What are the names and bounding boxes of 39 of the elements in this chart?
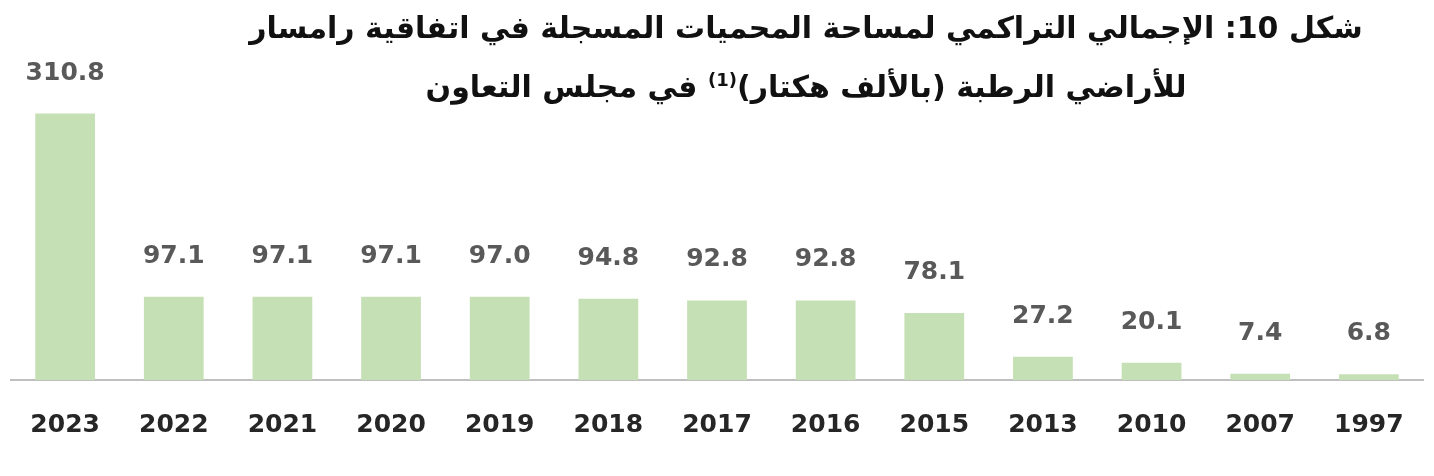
bar xyxy=(578,298,639,380)
bar xyxy=(1013,356,1073,380)
bar xyxy=(1338,374,1399,380)
x-tick-label: 2019 xyxy=(464,408,535,438)
bar xyxy=(252,296,313,380)
bar xyxy=(35,113,96,380)
data-label: 27.2 xyxy=(1012,299,1074,329)
x-tick-label: 2017 xyxy=(682,408,752,438)
x-tick-label: 2020 xyxy=(356,408,426,438)
bar xyxy=(143,296,204,380)
bar xyxy=(687,300,747,380)
x-tick-label: 2007 xyxy=(1225,408,1296,438)
x-tick-label: 2022 xyxy=(138,408,209,438)
data-label: 92.8 xyxy=(686,243,748,273)
x-tick-label: 2010 xyxy=(1116,408,1187,438)
data-label: 97.0 xyxy=(468,239,531,269)
data-label: 94.8 xyxy=(577,241,640,271)
data-label: 78.1 xyxy=(903,256,966,286)
data-label: 97.1 xyxy=(251,239,314,269)
x-tick-label: 2015 xyxy=(899,408,970,438)
bar xyxy=(795,300,856,380)
data-label: 6.8 xyxy=(1346,317,1392,347)
data-label: 97.1 xyxy=(142,239,205,269)
x-tick-label: 1997 xyxy=(1334,408,1404,438)
data-label: 7.4 xyxy=(1238,316,1283,346)
x-tick-label: 2021 xyxy=(247,408,318,438)
x-tick-label: 2016 xyxy=(790,408,861,438)
bar xyxy=(469,296,530,380)
data-label: 20.1 xyxy=(1120,305,1183,335)
data-label: 97.1 xyxy=(360,239,422,269)
x-tick-label: 2018 xyxy=(573,408,644,438)
data-label: 92.8 xyxy=(794,243,857,273)
bar xyxy=(1230,373,1291,380)
bar xyxy=(361,296,421,380)
x-tick-label: 2023 xyxy=(30,408,100,438)
bar xyxy=(904,313,965,380)
bar xyxy=(1121,362,1182,380)
data-label: 310.8 xyxy=(25,56,105,86)
x-tick-label: 2013 xyxy=(1008,408,1078,438)
